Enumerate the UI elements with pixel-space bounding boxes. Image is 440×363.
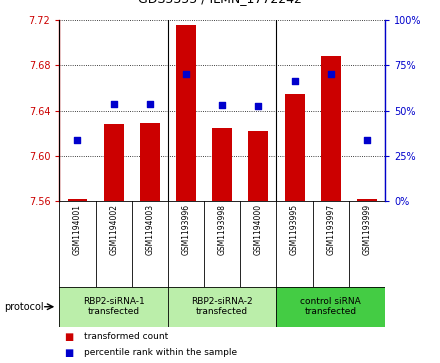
Text: GSM1194001: GSM1194001	[73, 204, 82, 255]
Bar	[168, 287, 276, 327]
Point	[74, 137, 81, 143]
Bar	[140, 123, 160, 201]
Bar	[276, 287, 385, 327]
Point	[110, 101, 117, 107]
Point	[183, 72, 190, 77]
Bar	[59, 287, 168, 327]
Text: GSM1193996: GSM1193996	[182, 204, 191, 255]
Point	[255, 103, 262, 109]
Text: control siRNA
transfected: control siRNA transfected	[301, 297, 361, 317]
Text: transformed count: transformed count	[84, 333, 168, 341]
Bar	[321, 56, 341, 201]
Text: GSM1194002: GSM1194002	[109, 204, 118, 255]
Point	[363, 137, 370, 143]
Text: GSM1193995: GSM1193995	[290, 204, 299, 255]
Bar	[68, 199, 88, 201]
Text: RBP2-siRNA-1
transfected: RBP2-siRNA-1 transfected	[83, 297, 145, 317]
Text: GSM1193999: GSM1193999	[363, 204, 371, 255]
Bar	[212, 128, 232, 201]
Point	[219, 102, 226, 108]
Point	[327, 72, 334, 77]
Bar	[176, 24, 196, 201]
Text: RBP2-siRNA-2
transfected: RBP2-siRNA-2 transfected	[191, 297, 253, 317]
Bar	[357, 199, 377, 201]
Point	[291, 78, 298, 84]
Text: protocol: protocol	[4, 302, 44, 312]
Bar	[249, 131, 268, 201]
Text: GSM1194003: GSM1194003	[145, 204, 154, 255]
Text: GDS5355 / ILMN_1772242: GDS5355 / ILMN_1772242	[138, 0, 302, 5]
Bar	[285, 94, 304, 201]
Text: ■: ■	[64, 332, 73, 342]
Point	[147, 101, 154, 107]
Bar	[104, 124, 124, 201]
Text: GSM1193998: GSM1193998	[218, 204, 227, 255]
Text: GSM1193997: GSM1193997	[326, 204, 335, 255]
Text: percentile rank within the sample: percentile rank within the sample	[84, 348, 237, 357]
Text: GSM1194000: GSM1194000	[254, 204, 263, 255]
Text: ■: ■	[64, 348, 73, 358]
